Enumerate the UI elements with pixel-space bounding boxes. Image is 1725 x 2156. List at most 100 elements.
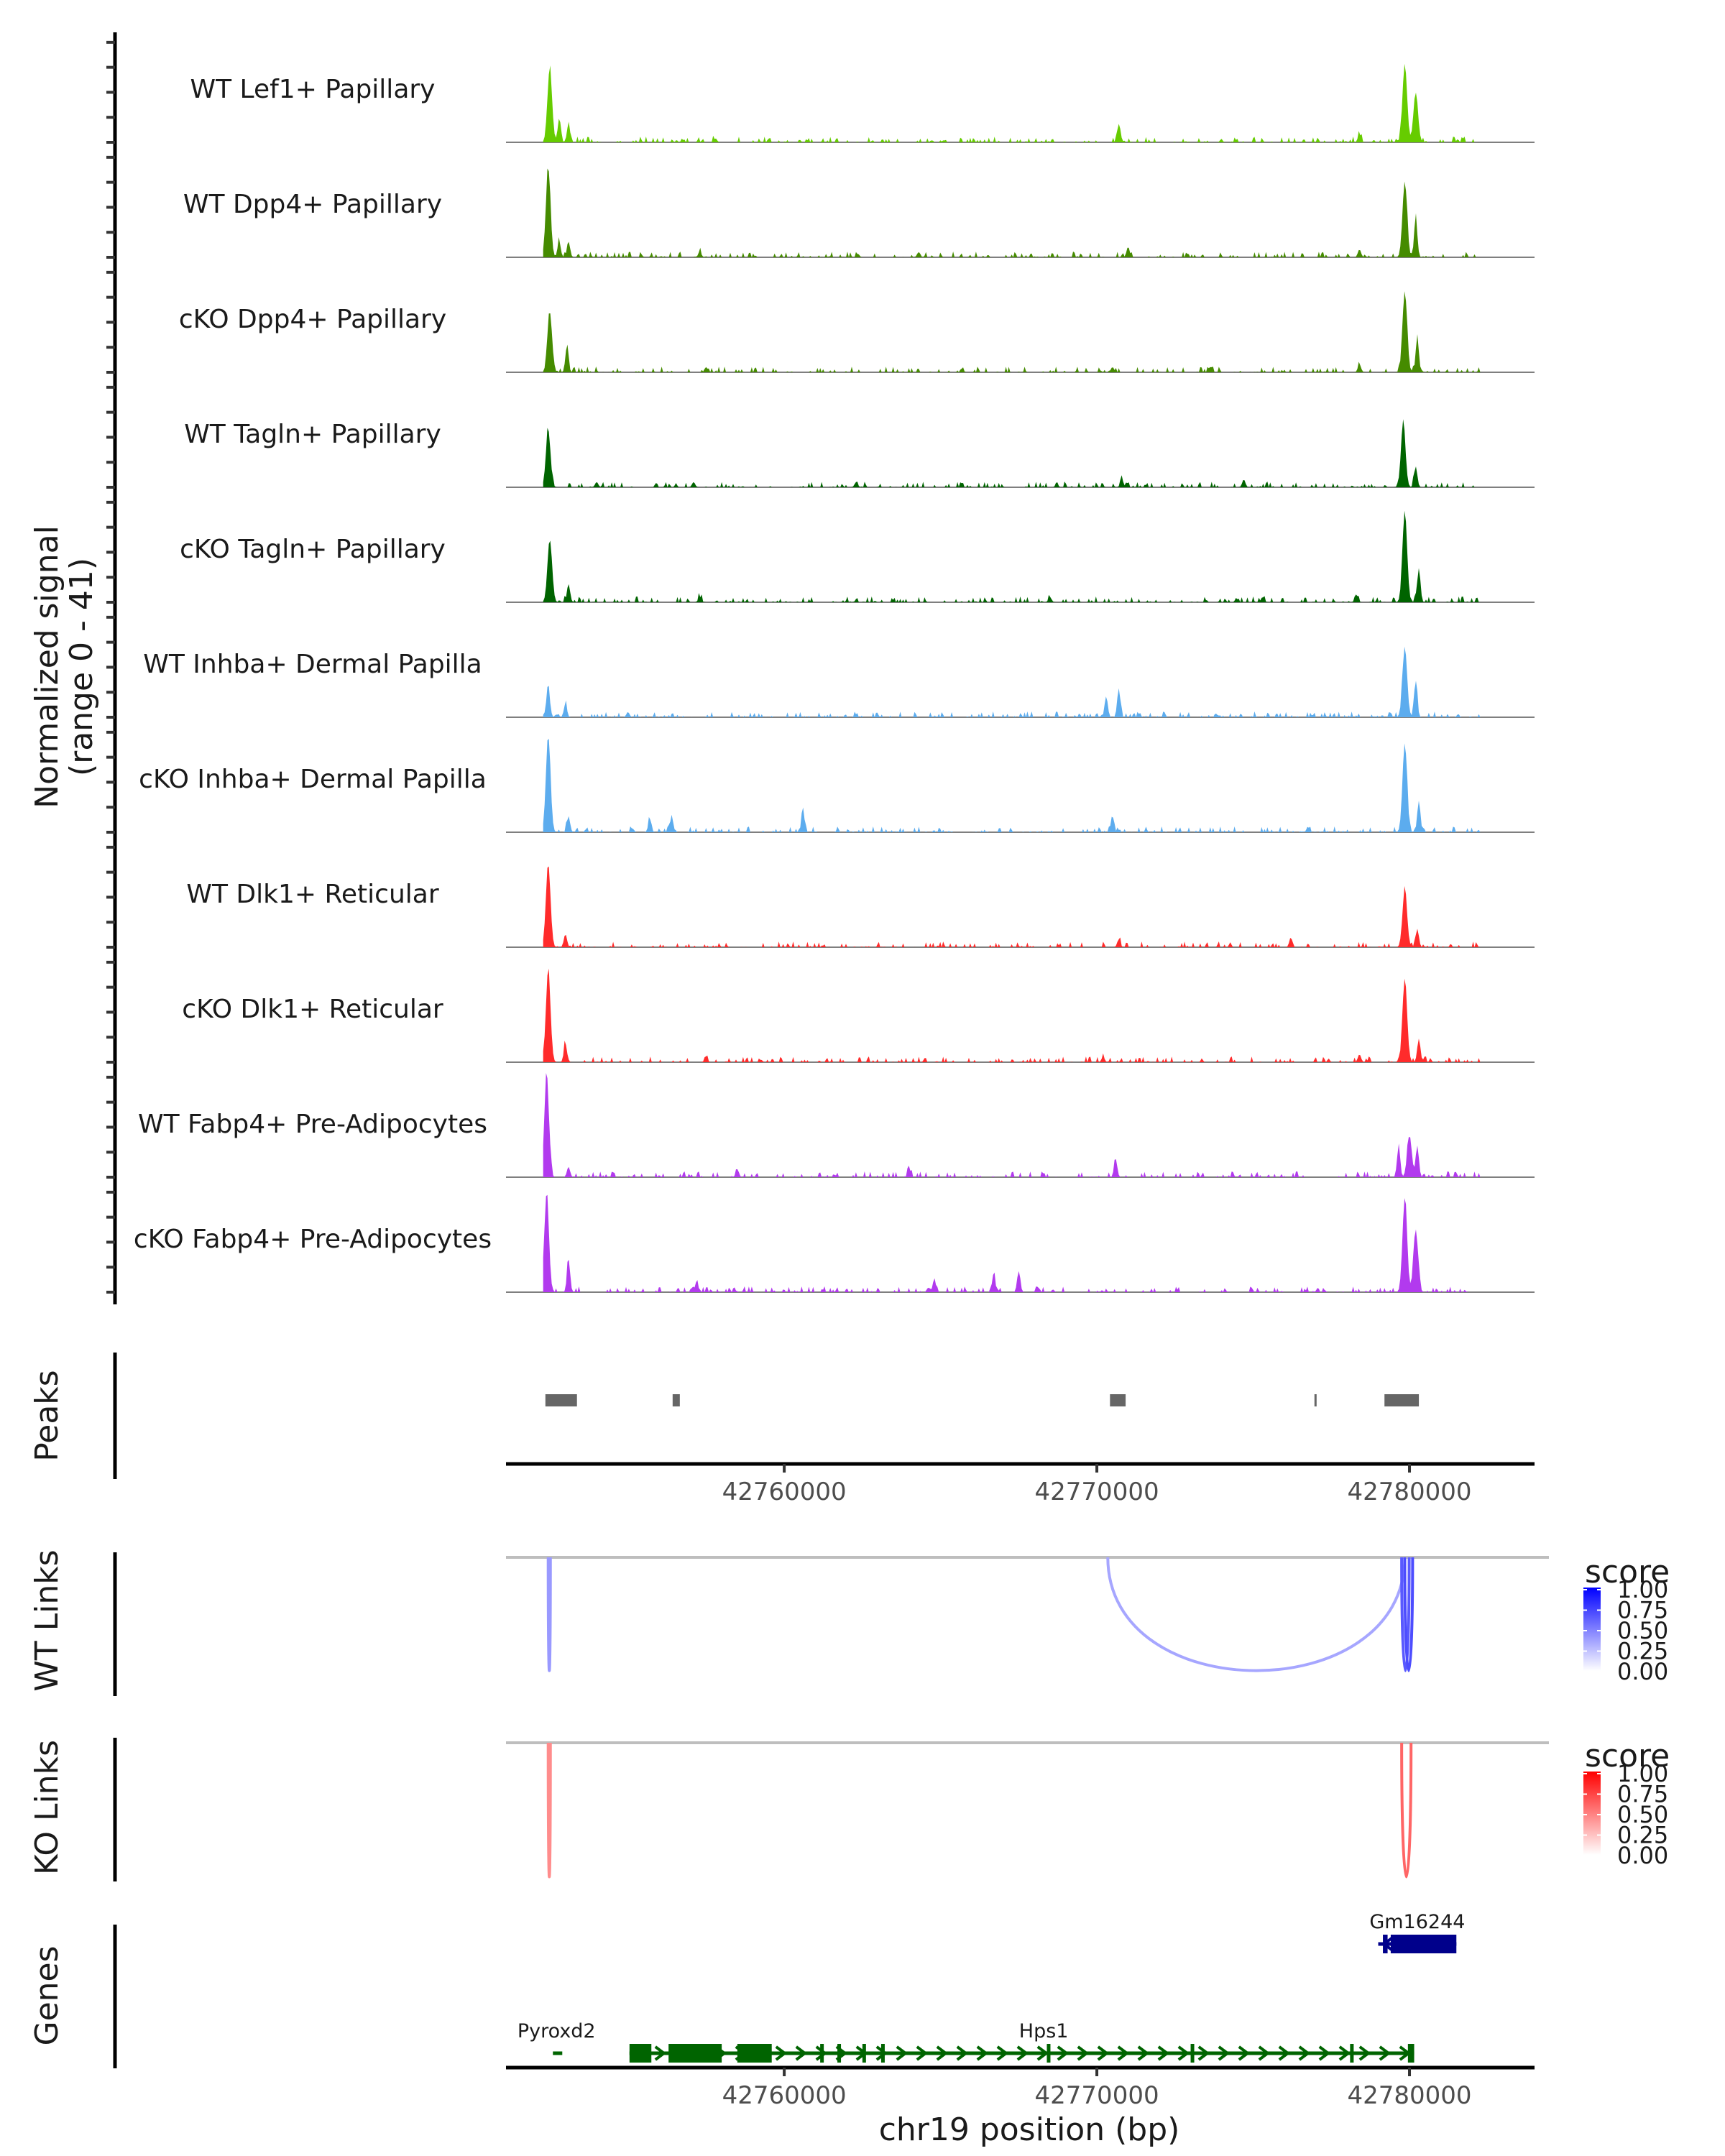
x-tick-label: 42770000: [1035, 2081, 1159, 2110]
x-tick-label: 42760000: [722, 1478, 847, 1506]
exon: [837, 2044, 842, 2063]
strand-arrow-icon: [1137, 2045, 1150, 2061]
y-axis-title-line2: (range 0 - 41): [63, 558, 100, 776]
strand-arrow-icon: [1157, 2045, 1170, 2061]
track-label: cKO Fabp4+ Pre-Adipocytes: [134, 1225, 492, 1254]
exon: [862, 2044, 866, 2063]
signal-area: [543, 419, 1481, 487]
signal-track: WT Fabp4+ Pre-Adipocytes: [138, 1073, 1535, 1178]
strand-arrow-icon: [1358, 2045, 1371, 2061]
signal-area: [543, 1194, 1481, 1292]
x-tick-label: 42770000: [1035, 1478, 1159, 1506]
x-tick-label: 42760000: [722, 2081, 847, 2110]
exon: [1390, 1935, 1457, 1953]
exon: [629, 2044, 652, 2063]
strand-arrow-icon: [815, 2045, 828, 2061]
strand-arrow-icon: [1016, 2045, 1029, 2061]
exon: [820, 2044, 824, 2063]
exon: [1350, 2044, 1354, 2063]
legend-tick-label: 0.00: [1617, 1842, 1668, 1869]
strand-arrow-icon: [654, 2045, 667, 2061]
strand-arrow-icon: [795, 2045, 808, 2061]
legend-title: score: [1585, 1554, 1670, 1590]
link-arc: [546, 1557, 552, 1672]
strand-arrow-icon: [875, 2045, 888, 2061]
exon: [1383, 1935, 1388, 1953]
peaks-track-label: Peaks: [29, 1370, 65, 1461]
legend-tick-label: 0.50: [1617, 1617, 1668, 1644]
legend-tick-label: 0.00: [1617, 1658, 1668, 1685]
x-tick-label: 42780000: [1347, 2081, 1471, 2110]
wt-links-label: WT Links: [29, 1549, 65, 1691]
signal-area: [543, 168, 1481, 257]
strand-arrow-icon: [1379, 2045, 1392, 2061]
legend-tick-label: 0.25: [1617, 1822, 1668, 1849]
exon: [1407, 2044, 1414, 2063]
strand-arrow-icon: [1238, 2045, 1251, 2061]
strand-arrow-icon: [996, 2045, 1009, 2061]
strand-arrow-icon: [1218, 2045, 1230, 2061]
signal-track: WT Dlk1+ Reticular: [186, 866, 1535, 948]
x-axis-title: chr19 position (bp): [879, 2111, 1180, 2148]
strand-arrow-icon: [1258, 2045, 1271, 2061]
strand-arrow-icon: [956, 2045, 969, 2061]
peak-regions: [545, 1394, 1420, 1406]
signal-tracks: WT Lef1+ Papillary WT Dpp4+ Papillary cKO …: [134, 63, 1535, 1293]
exon: [1046, 2044, 1051, 2063]
signal-track: WT Inhba+ Dermal Papilla: [143, 646, 1535, 718]
signal-track: cKO Dlk1+ Reticular: [182, 968, 1535, 1063]
track-label: WT Dpp4+ Papillary: [183, 190, 442, 219]
signal-area: [543, 739, 1481, 832]
peak-region: [545, 1394, 577, 1406]
strand-arrow-icon: [1077, 2045, 1090, 2061]
x-axis-ticks-bottom: 42760000 42770000 42780000: [722, 2068, 1472, 2110]
ko-score-legend: score 1.000.750.500.250.00: [1583, 1738, 1670, 1869]
legend-title: score: [1585, 1738, 1670, 1774]
legend-tick-label: 0.25: [1617, 1638, 1668, 1665]
strand-arrow-icon: [916, 2045, 929, 2061]
track-label: WT Tagln+ Papillary: [184, 420, 441, 449]
strand-arrow-icon: [976, 2045, 989, 2061]
signal-area: [543, 646, 1481, 717]
strand-arrow-icon: [1298, 2045, 1311, 2061]
signal-y-axis: [106, 32, 117, 1304]
colorbar-blue: [1583, 1588, 1601, 1671]
track-label: cKO Dlk1+ Reticular: [182, 995, 443, 1024]
peak-region: [1384, 1394, 1420, 1406]
signal-track: cKO Tagln+ Papillary: [180, 510, 1535, 603]
gene-label: Gm16244: [1369, 1911, 1465, 1933]
legend-tick-label: 0.75: [1617, 1781, 1668, 1808]
track-label: WT Fabp4+ Pre-Adipocytes: [138, 1110, 487, 1139]
y-axis-title-line1: Normalized signal: [29, 525, 65, 808]
signal-track: cKO Inhba+ Dermal Papilla: [139, 739, 1535, 833]
signal-track: cKO Dpp4+ Papillary: [179, 291, 1535, 373]
link-arc: [1403, 1557, 1414, 1672]
gene-model: Hps1: [629, 2020, 1414, 2063]
gene-label: Pyroxd2: [518, 2020, 596, 2042]
peak-region: [672, 1394, 680, 1406]
strand-arrow-icon: [1057, 2045, 1070, 2061]
strand-arrow-icon: [775, 2045, 788, 2061]
legend-tick-label: 1.00: [1617, 1576, 1668, 1603]
legend-tick-label: 1.00: [1617, 1760, 1668, 1787]
exon: [668, 2044, 722, 2063]
gene-models: Pyroxd2 Hps1 Gm16244: [518, 1911, 1465, 2063]
link-arc: [1106, 1557, 1407, 1672]
signal-area: [543, 968, 1481, 1062]
signal-area: [543, 291, 1481, 372]
peak-region: [1314, 1394, 1317, 1406]
track-label: cKO Tagln+ Papillary: [180, 535, 446, 564]
track-label: cKO Dpp4+ Papillary: [179, 305, 446, 334]
peak-region: [1110, 1394, 1126, 1406]
genes-track-label: Genes: [29, 1945, 65, 2045]
track-label: WT Lef1+ Papillary: [190, 75, 436, 104]
signal-area: [543, 510, 1481, 602]
gene-label: Hps1: [1019, 2020, 1069, 2042]
signal-area: [543, 866, 1481, 947]
legend-tick-label: 0.50: [1617, 1801, 1668, 1828]
signal-track: WT Dpp4+ Papillary: [183, 168, 1535, 258]
strand-arrow-icon: [896, 2045, 908, 2061]
legend-tick-label: 0.75: [1617, 1597, 1668, 1624]
strand-arrow-icon: [1177, 2045, 1190, 2061]
